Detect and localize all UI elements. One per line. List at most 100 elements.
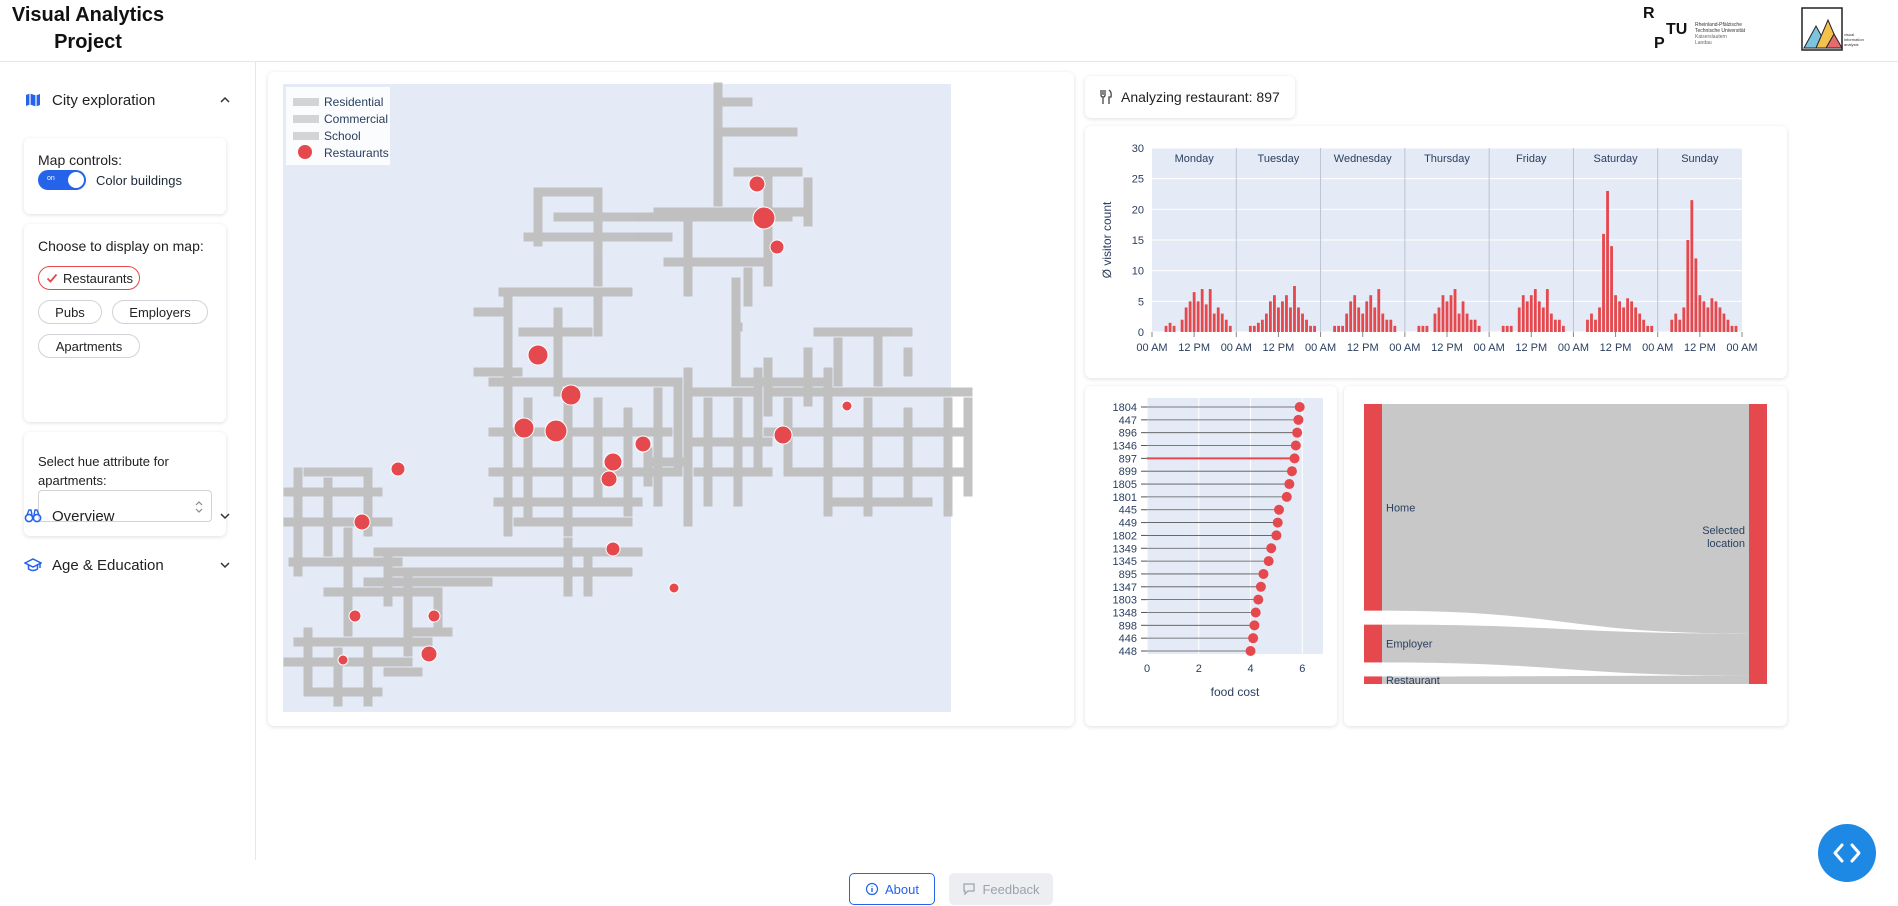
accordion-city-exploration[interactable]: City exploration bbox=[24, 88, 232, 112]
category-label: 896 bbox=[1119, 428, 1137, 440]
map-restaurant-marker bbox=[527, 344, 549, 366]
category-label: 1803 bbox=[1113, 595, 1137, 607]
y-axis-title: Ø visitor count bbox=[1100, 201, 1114, 278]
x-axis-title: food cost bbox=[1211, 685, 1260, 699]
map-restaurant-marker bbox=[544, 419, 568, 443]
lollipop-dot bbox=[1281, 491, 1292, 502]
city-street-network bbox=[283, 82, 973, 707]
category-label: 1347 bbox=[1113, 582, 1137, 594]
bar bbox=[1477, 325, 1481, 332]
bar bbox=[1541, 307, 1545, 332]
bar bbox=[1646, 325, 1650, 332]
logo-line-3: Kaiserslautern bbox=[1695, 34, 1727, 40]
bar bbox=[1208, 289, 1212, 332]
map-restaurant-marker bbox=[634, 435, 652, 453]
chip-employers[interactable]: Employers bbox=[112, 300, 208, 324]
bar bbox=[1533, 289, 1537, 332]
bar bbox=[1710, 298, 1714, 332]
bar bbox=[1537, 301, 1541, 332]
bar bbox=[1188, 301, 1192, 332]
code-toggle-button[interactable] bbox=[1818, 824, 1876, 882]
accordion-age-education[interactable]: Age & Education bbox=[24, 553, 232, 577]
logo-line-1: Rheinland-Pfälzische bbox=[1695, 22, 1742, 28]
color-buildings-toggle[interactable]: on bbox=[38, 170, 86, 190]
feedback-button[interactable]: Feedback bbox=[949, 873, 1053, 905]
x-tick-label: 00 AM bbox=[1642, 342, 1673, 354]
toggle-knob bbox=[68, 172, 84, 188]
y-tick-label: 10 bbox=[1132, 266, 1144, 278]
chip-label: Pubs bbox=[55, 304, 85, 320]
lollipop-dot bbox=[1286, 466, 1297, 477]
bar bbox=[1449, 295, 1453, 332]
hue-attribute-card: Select hue attribute for apartments: bbox=[24, 432, 226, 536]
bar bbox=[1602, 233, 1605, 332]
bar bbox=[1365, 301, 1369, 332]
map-controls-card: Map controls: on Color buildings bbox=[24, 138, 226, 214]
facet-label: Friday bbox=[1516, 153, 1547, 165]
map-restaurant-marker bbox=[752, 206, 776, 230]
va-logo-line-1: visual bbox=[1844, 32, 1854, 37]
bar bbox=[1714, 301, 1718, 332]
logo-letter-r: R bbox=[1643, 5, 1655, 22]
legend-label-commercial: Commercial bbox=[324, 112, 388, 126]
y-tick-label: 0 bbox=[1138, 327, 1144, 339]
bar bbox=[1722, 313, 1726, 332]
legend-swatch-commercial bbox=[293, 115, 319, 123]
about-button[interactable]: About bbox=[849, 873, 935, 905]
bar bbox=[1268, 301, 1272, 332]
sankey-node-label: Restaurant bbox=[1386, 675, 1440, 687]
bar bbox=[1200, 289, 1204, 332]
bar bbox=[1260, 319, 1264, 332]
lollipop-dot bbox=[1263, 556, 1274, 567]
lollipop-dot bbox=[1271, 530, 1282, 541]
chip-apartments[interactable]: Apartments bbox=[38, 334, 140, 358]
bar bbox=[1505, 325, 1509, 332]
chip-pubs[interactable]: Pubs bbox=[38, 300, 102, 324]
bar bbox=[1341, 325, 1345, 332]
sankey-node-label-part: Selected bbox=[1702, 525, 1745, 537]
hue-attribute-select[interactable] bbox=[38, 490, 212, 522]
logo-line-4: Landau bbox=[1695, 40, 1712, 46]
city-map[interactable]: Residential Commercial School Restaurant… bbox=[268, 72, 1074, 726]
category-label: 899 bbox=[1119, 466, 1137, 478]
bar bbox=[1630, 301, 1634, 332]
bar bbox=[1293, 286, 1296, 332]
map-restaurant-marker bbox=[348, 609, 362, 623]
bar bbox=[1594, 319, 1597, 332]
chip-restaurants[interactable]: Restaurants bbox=[38, 266, 140, 290]
bar bbox=[1545, 289, 1549, 332]
x-tick-label: 12 PM bbox=[1347, 342, 1379, 354]
chip-label: Apartments bbox=[55, 338, 123, 354]
sankey-node-label: Employer bbox=[1386, 639, 1433, 651]
lollipop-dot bbox=[1266, 543, 1277, 554]
bar bbox=[1469, 319, 1473, 332]
va-logo-line-2: information bbox=[1844, 37, 1864, 42]
x-tick-label: 00 AM bbox=[1558, 342, 1589, 354]
bar bbox=[1349, 301, 1353, 332]
map-legend: Residential Commercial School Restaurant… bbox=[286, 87, 390, 165]
category-label: 447 bbox=[1119, 415, 1137, 427]
map-restaurant-marker bbox=[841, 400, 853, 412]
bar bbox=[1212, 313, 1216, 332]
bar bbox=[1425, 325, 1429, 332]
bar bbox=[1264, 313, 1268, 332]
utensils-icon bbox=[1100, 89, 1112, 104]
toggle-on-text: on bbox=[47, 175, 55, 182]
lollipop-dot bbox=[1293, 414, 1304, 425]
category-label: 1802 bbox=[1113, 530, 1137, 542]
sankey-flow bbox=[1382, 675, 1749, 684]
accordion-overview[interactable]: Overview bbox=[24, 504, 232, 528]
legend-label-restaurants: Restaurants bbox=[324, 146, 389, 160]
bar bbox=[1517, 307, 1521, 332]
lollipop-dot bbox=[1272, 517, 1283, 528]
map-plot-bg bbox=[283, 84, 951, 712]
bar bbox=[1381, 313, 1385, 332]
weekly-visitor-chart[interactable]: 0 5 10 15 20 25 30 Ø visitor count Monday 00 AM 12… bbox=[1085, 126, 1787, 378]
bar bbox=[1164, 325, 1168, 332]
legend-swatch-residential bbox=[293, 98, 319, 106]
chevron-down-icon bbox=[220, 513, 230, 520]
bar bbox=[1248, 325, 1252, 332]
va-logo-line-3: analysis bbox=[1844, 42, 1858, 47]
